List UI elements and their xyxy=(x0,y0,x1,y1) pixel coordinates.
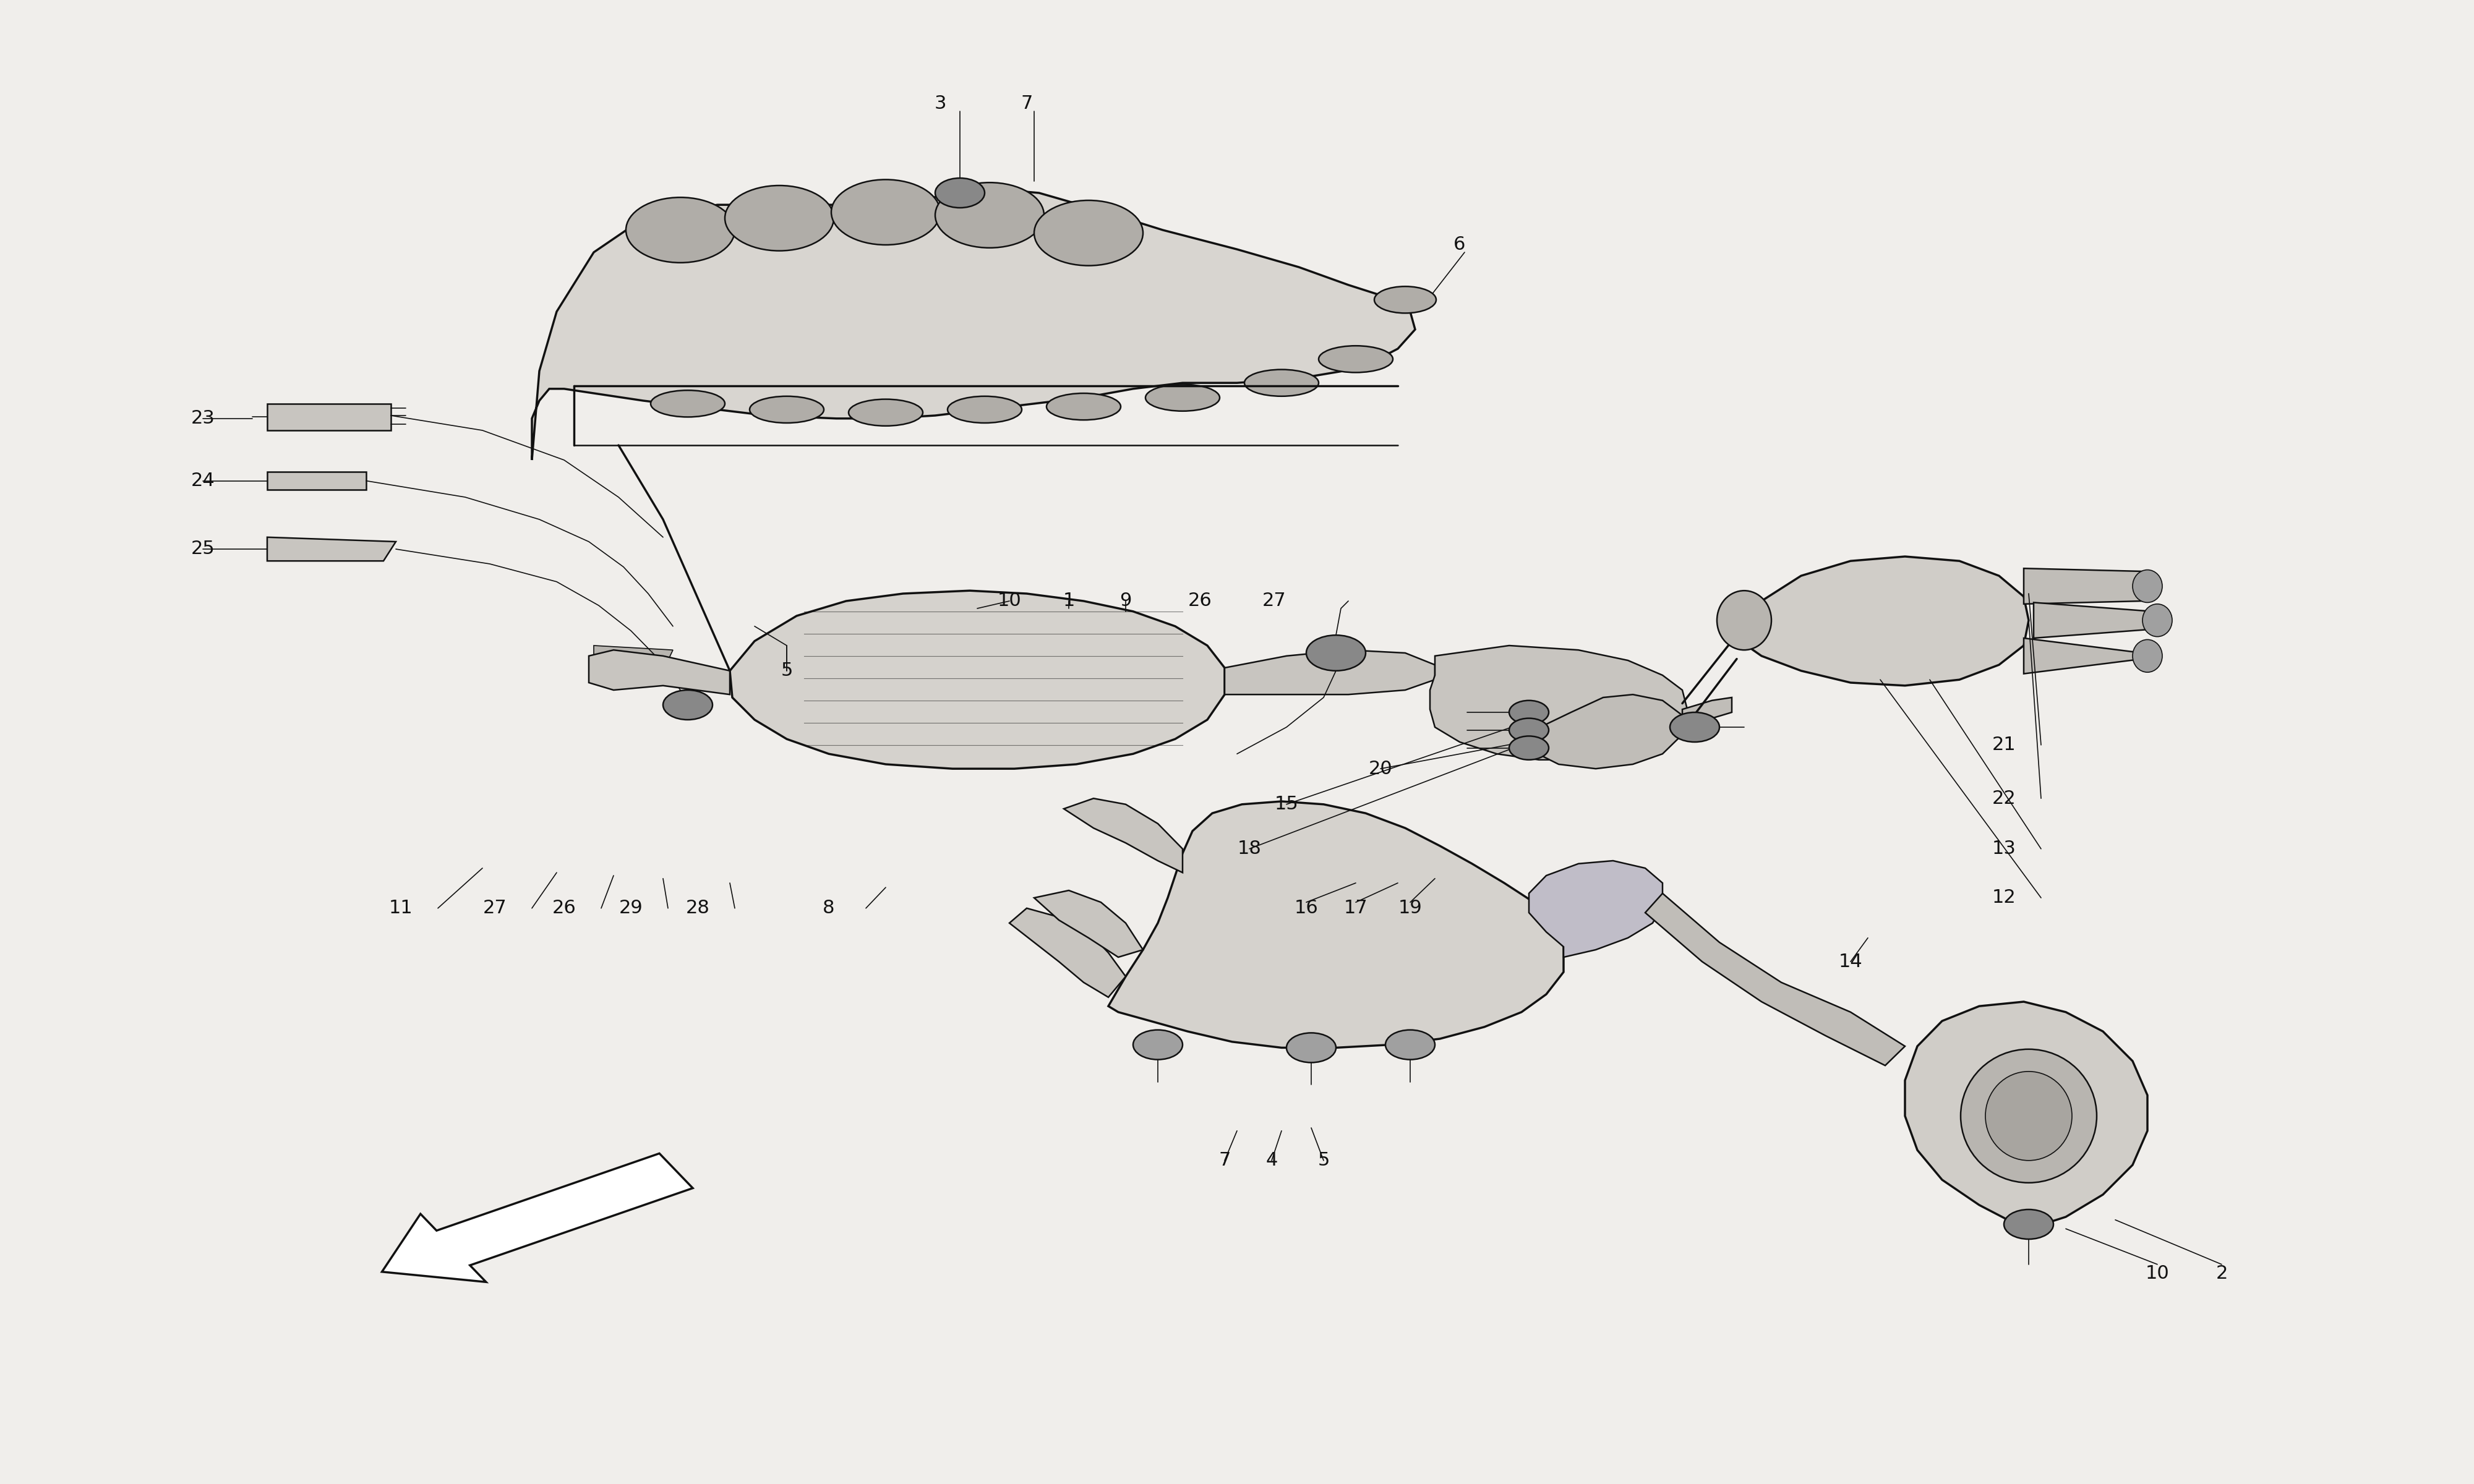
Text: 10: 10 xyxy=(997,592,1022,610)
Circle shape xyxy=(1509,736,1549,760)
Polygon shape xyxy=(1645,893,1905,1066)
Polygon shape xyxy=(1529,861,1663,957)
Text: 22: 22 xyxy=(1992,789,2016,807)
Circle shape xyxy=(626,197,735,263)
Ellipse shape xyxy=(2133,570,2162,603)
Polygon shape xyxy=(1034,890,1143,957)
Polygon shape xyxy=(267,537,396,561)
Polygon shape xyxy=(1009,908,1126,997)
Circle shape xyxy=(1509,718,1549,742)
Polygon shape xyxy=(1225,650,1435,695)
Ellipse shape xyxy=(1145,384,1220,411)
Text: 8: 8 xyxy=(824,899,834,917)
Text: 26: 26 xyxy=(552,899,576,917)
Text: 13: 13 xyxy=(1992,840,2016,858)
Polygon shape xyxy=(1905,1002,2147,1229)
Text: 11: 11 xyxy=(388,899,413,917)
Text: 7: 7 xyxy=(1220,1152,1230,1169)
Text: 16: 16 xyxy=(1294,899,1319,917)
Ellipse shape xyxy=(651,390,725,417)
Circle shape xyxy=(1133,1030,1183,1060)
Circle shape xyxy=(1670,712,1719,742)
Ellipse shape xyxy=(2133,640,2162,672)
Text: 12: 12 xyxy=(1992,889,2016,907)
Text: 18: 18 xyxy=(1237,840,1262,858)
Polygon shape xyxy=(1430,646,1687,760)
Circle shape xyxy=(831,180,940,245)
Circle shape xyxy=(663,690,713,720)
Circle shape xyxy=(1034,200,1143,266)
Polygon shape xyxy=(1522,695,1682,769)
Text: 24: 24 xyxy=(190,472,215,490)
Text: 26: 26 xyxy=(1188,592,1212,610)
Circle shape xyxy=(935,178,985,208)
Circle shape xyxy=(1286,1033,1336,1063)
Ellipse shape xyxy=(1376,286,1435,313)
Ellipse shape xyxy=(2142,604,2172,637)
Text: 28: 28 xyxy=(685,899,710,917)
Text: 3: 3 xyxy=(935,95,945,113)
Polygon shape xyxy=(730,591,1225,769)
Text: 23: 23 xyxy=(190,410,215,427)
Text: 10: 10 xyxy=(2145,1264,2170,1282)
Ellipse shape xyxy=(849,399,923,426)
Ellipse shape xyxy=(1984,1071,2073,1160)
Polygon shape xyxy=(532,188,1415,460)
Polygon shape xyxy=(267,472,366,490)
Circle shape xyxy=(1385,1030,1435,1060)
Polygon shape xyxy=(267,404,391,430)
Circle shape xyxy=(935,183,1044,248)
Text: 21: 21 xyxy=(1992,736,2016,754)
Text: 27: 27 xyxy=(1262,592,1286,610)
Ellipse shape xyxy=(1244,370,1319,396)
Polygon shape xyxy=(1064,798,1183,873)
Text: 29: 29 xyxy=(618,899,643,917)
Ellipse shape xyxy=(1319,346,1393,372)
Text: 25: 25 xyxy=(190,540,215,558)
Text: 4: 4 xyxy=(1267,1152,1277,1169)
Text: 5: 5 xyxy=(1319,1152,1329,1169)
Circle shape xyxy=(725,186,834,251)
Ellipse shape xyxy=(1959,1049,2098,1183)
Polygon shape xyxy=(589,650,730,695)
Ellipse shape xyxy=(948,396,1022,423)
Polygon shape xyxy=(381,1153,693,1282)
Text: 9: 9 xyxy=(1121,592,1131,610)
Polygon shape xyxy=(1682,697,1732,727)
Text: 5: 5 xyxy=(782,662,792,680)
Text: 27: 27 xyxy=(482,899,507,917)
Circle shape xyxy=(1306,635,1366,671)
Ellipse shape xyxy=(1047,393,1121,420)
Polygon shape xyxy=(2034,603,2152,638)
Text: 7: 7 xyxy=(1022,95,1032,113)
Text: 1: 1 xyxy=(1064,592,1074,610)
Circle shape xyxy=(1509,700,1549,724)
Polygon shape xyxy=(2024,568,2142,604)
Ellipse shape xyxy=(1717,591,1771,650)
Text: 20: 20 xyxy=(1368,760,1393,778)
Polygon shape xyxy=(594,646,673,671)
Polygon shape xyxy=(2024,638,2142,674)
Text: 17: 17 xyxy=(1343,899,1368,917)
Text: 19: 19 xyxy=(1398,899,1423,917)
Ellipse shape xyxy=(750,396,824,423)
Text: 15: 15 xyxy=(1274,795,1299,813)
Polygon shape xyxy=(1732,556,2029,686)
Text: 14: 14 xyxy=(1838,953,1863,971)
Polygon shape xyxy=(1108,801,1564,1048)
Circle shape xyxy=(2004,1209,2053,1239)
Text: 6: 6 xyxy=(1455,236,1465,254)
Text: 2: 2 xyxy=(2217,1264,2227,1282)
